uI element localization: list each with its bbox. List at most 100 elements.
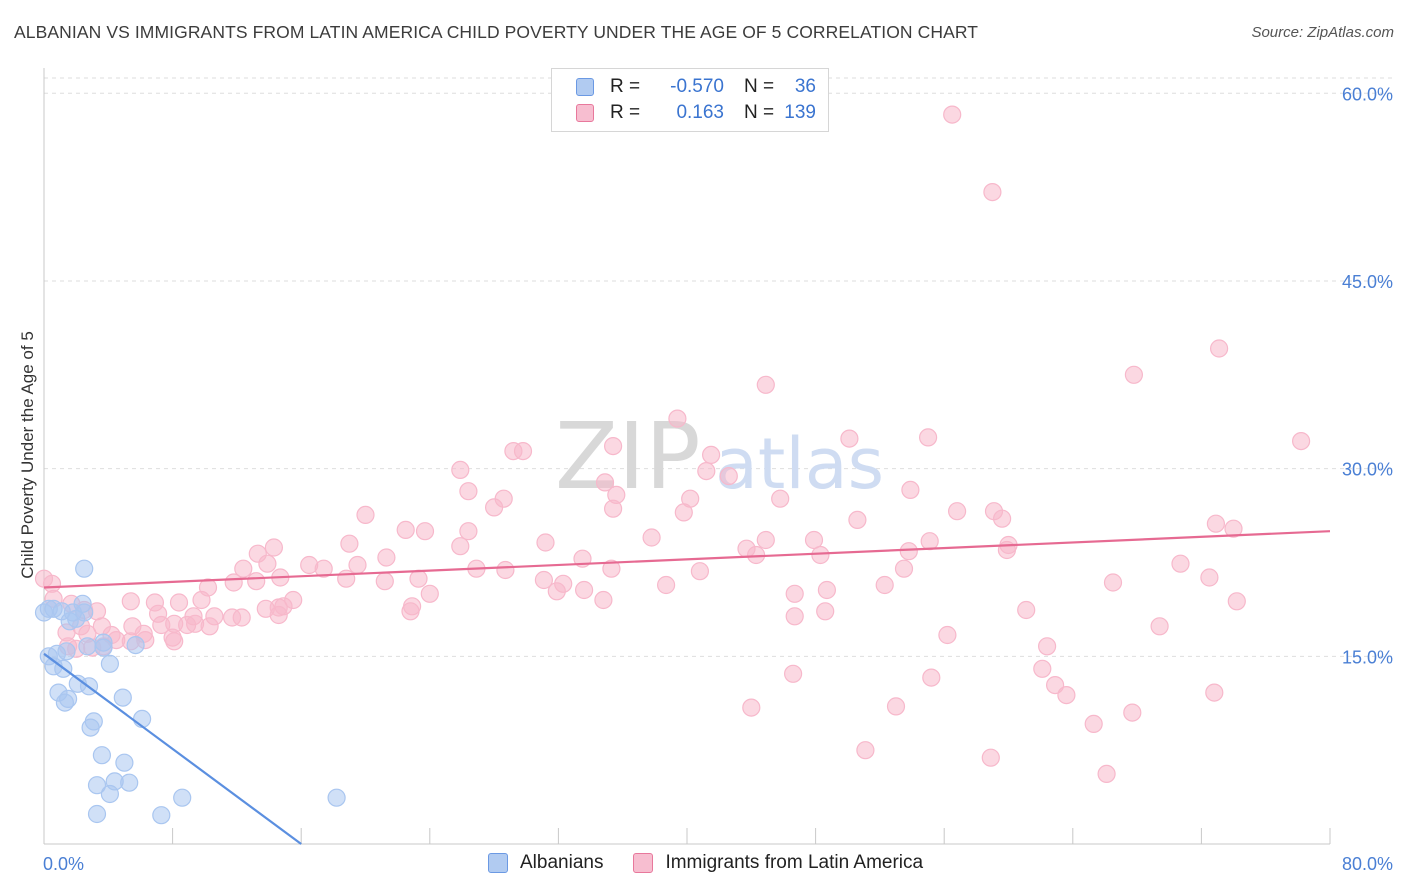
- y-tick-label: 15.0%: [1342, 647, 1393, 667]
- albanian-point: [78, 637, 97, 656]
- axes: [43, 68, 1331, 845]
- latin-america-point: [337, 569, 356, 588]
- y-tick-label: 60.0%: [1342, 84, 1393, 104]
- y-tick-label: 30.0%: [1342, 460, 1393, 480]
- series-swatch-latin: [633, 853, 654, 873]
- albanian-point: [100, 654, 120, 673]
- latin-america-point: [817, 580, 837, 600]
- latin-america-point: [459, 522, 478, 541]
- latin-america-point: [1084, 714, 1103, 734]
- latin-america-point: [451, 460, 470, 479]
- latin-america-point: [1033, 659, 1052, 678]
- latin-america-point: [756, 530, 775, 550]
- latin-america-point: [603, 499, 623, 518]
- latin-america-point: [401, 602, 420, 621]
- latin-america-point: [594, 590, 613, 610]
- latin-america-point: [642, 528, 661, 547]
- latin-america-point: [348, 555, 367, 575]
- latin-america-point: [1057, 685, 1076, 705]
- series-legend: Albanians Immigrants from Latin America: [488, 852, 953, 874]
- latin-america-point: [420, 584, 439, 603]
- chart-title: ALBANIAN VS IMMIGRANTS FROM LATIN AMERIC…: [14, 22, 979, 42]
- albanian-point: [327, 788, 346, 807]
- latin-america-point: [840, 429, 859, 448]
- latin-america-point: [602, 559, 621, 578]
- latin-america-point: [258, 554, 277, 573]
- albanian-trend-line: [43, 652, 302, 845]
- latin-america-point: [785, 607, 804, 626]
- latin-america-point: [742, 698, 761, 717]
- legend-swatch-latin: [576, 104, 594, 122]
- latin-america-point: [574, 580, 594, 600]
- latin-america-point: [42, 574, 62, 593]
- latin-america-point: [992, 509, 1012, 528]
- latin-america-point: [504, 442, 523, 461]
- series-label-albanians: Albanians: [520, 852, 604, 873]
- latin-america-point: [943, 105, 962, 124]
- latin-america-point: [234, 559, 253, 578]
- latin-america-point: [1103, 573, 1123, 592]
- latin-america-point: [771, 489, 790, 508]
- latin-america-point: [534, 570, 554, 590]
- correlation-legend: R = -0.570 N = 36 R = 0.163 N = 139: [551, 68, 829, 132]
- watermark-atlas: atlas: [715, 423, 884, 505]
- legend-row-albanians: R = -0.570 N = 36: [576, 75, 816, 99]
- albanian-point: [92, 746, 112, 765]
- x-tick-max: 80.0%: [1342, 854, 1393, 874]
- latin-america-point: [811, 545, 830, 565]
- latin-america-point: [920, 532, 939, 551]
- latin-america-point: [1123, 703, 1142, 722]
- x-tick-min: 0.0%: [43, 854, 84, 874]
- latin-america-point: [485, 498, 504, 517]
- latin-america-point: [690, 562, 710, 581]
- series-label-latin: Immigrants from Latin America: [665, 852, 924, 873]
- latin-america-point: [899, 542, 918, 561]
- latin-america-point: [697, 462, 716, 481]
- latin-america-point: [901, 480, 920, 499]
- latin-america-point: [783, 664, 803, 683]
- albanian-point: [152, 806, 171, 825]
- latin-america-point: [375, 572, 394, 591]
- latin-america-point: [165, 632, 184, 651]
- latin-america-point: [756, 375, 775, 394]
- albanian-point: [133, 709, 152, 729]
- legend-n-value: 36: [794, 76, 816, 97]
- latin-america-point: [856, 741, 875, 760]
- albanian-point: [115, 753, 134, 772]
- latin-america-point: [918, 428, 938, 447]
- latin-america-point: [701, 445, 721, 464]
- legend-row-latin: R = 0.163 N = 139: [576, 101, 816, 125]
- latin-america-point: [1097, 764, 1116, 784]
- latin-america-point: [947, 502, 967, 521]
- latin-america-point: [269, 605, 288, 625]
- chart-source: Source: ZipAtlas.com: [1251, 24, 1394, 41]
- trend-lines: [43, 530, 1331, 845]
- latin-america-point: [1037, 637, 1057, 656]
- latin-america-point: [785, 584, 804, 603]
- legend-n-label: N =: [744, 76, 775, 97]
- legend-r-value: 0.163: [676, 102, 724, 123]
- y-tick-labels: 15.0% 30.0% 45.0% 60.0%: [1342, 84, 1393, 667]
- latin-america-point: [981, 748, 1000, 767]
- albanian-point: [87, 776, 107, 795]
- latin-america-point: [169, 593, 189, 612]
- albanian-point: [126, 635, 145, 655]
- latin-america-point: [232, 608, 251, 627]
- latin-america-point: [547, 582, 566, 601]
- latin-america-point: [656, 575, 676, 595]
- latin-america-point: [536, 533, 555, 552]
- latin-america-point: [894, 559, 914, 578]
- latin-america-point: [1200, 568, 1219, 587]
- latin-america-point: [848, 510, 867, 530]
- series-swatch-albanians: [488, 853, 508, 873]
- legend-swatch-albanians: [576, 78, 594, 96]
- latin-america-point: [409, 569, 428, 588]
- latin-america-point: [1017, 600, 1036, 620]
- legend-r-label: R =: [610, 76, 641, 97]
- albanian-point: [58, 689, 78, 709]
- series-legend-latin: Immigrants from Latin America: [633, 852, 923, 874]
- y-axis-label: Child Poverty Under the Age of 5: [18, 331, 37, 579]
- latin-america-point: [603, 437, 623, 456]
- latin-america-point: [922, 668, 941, 687]
